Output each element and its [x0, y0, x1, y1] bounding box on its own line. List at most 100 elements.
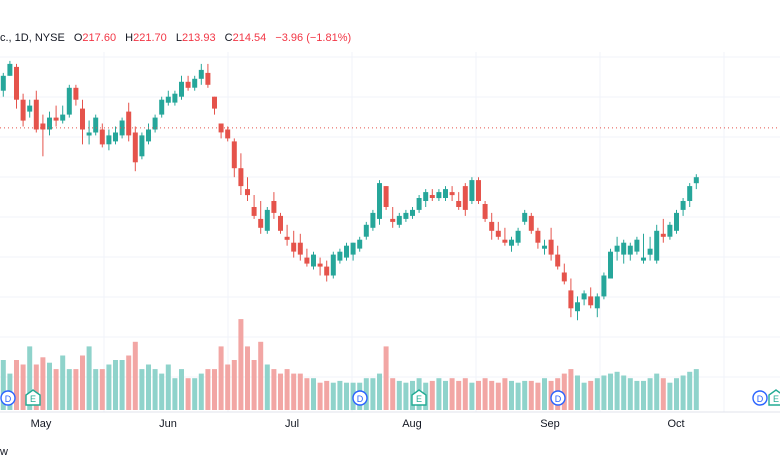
candle-body [330, 254, 336, 276]
candle-body [344, 245, 349, 258]
volume-bar [337, 380, 343, 410]
volume-bar [429, 380, 435, 410]
x-tick-label: Jun [159, 418, 177, 430]
volume-bar [231, 360, 237, 410]
close-label: C [224, 32, 233, 44]
candle-body [522, 212, 528, 222]
candle-body [106, 135, 112, 145]
svg-text:D: D [357, 394, 364, 404]
close-value: 214.54 [232, 32, 267, 44]
chart-grid [0, 52, 780, 412]
candle-body [654, 230, 660, 261]
volume-bar [608, 373, 613, 410]
volume-bar [693, 369, 699, 410]
candle-body [165, 96, 171, 103]
candle-body [436, 192, 442, 199]
low-value: 213.93 [181, 32, 216, 44]
candle-body [218, 123, 224, 133]
volume-bar [403, 382, 409, 410]
ohlc-legend: c., 1D, NYSE O217.60 H221.70 L213.93 C21… [0, 32, 351, 44]
candle-body [482, 204, 488, 219]
candle-body [20, 99, 26, 121]
volume-bar [225, 364, 231, 410]
volume-bar [324, 380, 330, 410]
volume-bar [522, 380, 528, 410]
volume-bar [146, 364, 151, 410]
symbol-label: c., 1D, NYSE [0, 32, 65, 44]
volume-bar [330, 382, 336, 410]
candle-body [647, 248, 653, 255]
candle-body [588, 296, 594, 306]
candle-body [185, 81, 191, 88]
candle-body [172, 93, 178, 103]
candle-body [396, 215, 402, 225]
svg-text:D: D [5, 394, 12, 404]
x-tick-label: Aug [402, 418, 422, 430]
volume-bar [495, 382, 501, 410]
candle-body [212, 96, 217, 109]
volume-bar [489, 380, 495, 410]
volume-bar [139, 369, 145, 410]
volume-bar [113, 360, 118, 410]
time-axis: May Jun Jul Aug Sep Oct [0, 411, 780, 430]
volume-bar [581, 382, 587, 410]
volume-bar [86, 346, 92, 410]
volume-bar [245, 346, 250, 410]
open-value: 217.60 [82, 32, 117, 44]
svg-text:D: D [555, 394, 562, 404]
candle-body [179, 81, 184, 97]
volume-bar [192, 378, 198, 410]
volume-bar [535, 382, 541, 410]
volume-bar [627, 378, 633, 410]
candle-body [152, 117, 158, 130]
volume-bar [205, 369, 211, 410]
x-tick-label: Jul [285, 418, 299, 430]
volume-bar [687, 371, 693, 410]
volume-bar [390, 378, 396, 410]
candle-body [614, 245, 620, 252]
candle-body [462, 186, 468, 210]
volume-bar [14, 360, 19, 410]
volume-bar [40, 357, 46, 410]
volume-bar [456, 380, 462, 410]
dividend-marker: D [0, 390, 16, 406]
candle-body [245, 189, 250, 196]
volume-bar [99, 369, 105, 410]
x-tick-label: Sep [540, 418, 560, 430]
high-value: 221.70 [133, 32, 167, 44]
candle-body [238, 168, 244, 187]
candle-body [489, 221, 495, 231]
candle-body [383, 186, 389, 207]
volume-bar [660, 378, 666, 410]
candle-body [80, 108, 85, 130]
volume-bar [278, 373, 283, 410]
dividend-marker: D [752, 390, 768, 406]
candle-body [693, 177, 699, 184]
volume-bar [443, 380, 448, 410]
candle-body [561, 272, 567, 282]
candle-body [278, 215, 283, 231]
earnings-marker: E [411, 389, 427, 406]
volume-bar [179, 369, 184, 410]
volume-bar [344, 382, 349, 410]
candle-body [423, 192, 429, 201]
change-value: −3.96 (−1.81%) [275, 32, 352, 44]
candle-body [73, 87, 79, 100]
volume-bar [621, 375, 627, 410]
candle-body [634, 239, 640, 252]
candle-body [291, 242, 297, 252]
candle-body [403, 212, 409, 219]
candle-body [47, 117, 52, 130]
candle-body [443, 189, 448, 198]
candle-body [225, 129, 231, 139]
candle-body [205, 72, 211, 85]
high-label: H [125, 32, 134, 44]
candle-body [258, 218, 264, 228]
volume-bar [258, 341, 264, 410]
svg-text:E: E [416, 394, 422, 404]
volume-bar [396, 380, 402, 410]
volume-bar [509, 380, 514, 410]
volume-bar [436, 378, 442, 410]
volume-bar [667, 382, 673, 410]
